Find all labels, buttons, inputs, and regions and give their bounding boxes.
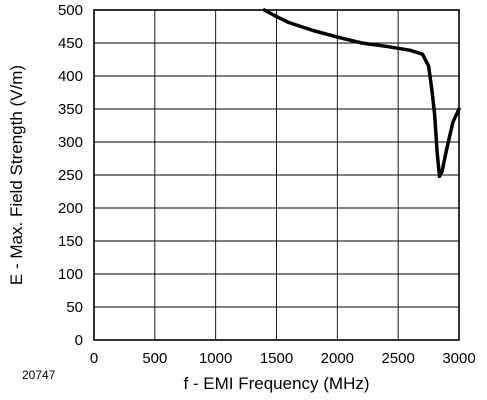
- y-tick-label: 0: [75, 332, 83, 349]
- x-tick-label: 1000: [199, 350, 232, 367]
- x-tick-label: 500: [142, 350, 167, 367]
- y-tick-label: 500: [58, 2, 83, 19]
- x-axis-label: f - EMI Frequency (MHz): [183, 374, 369, 393]
- y-tick-label: 50: [66, 299, 83, 316]
- y-axis-label: E - Max. Field Strength (V/m): [7, 65, 26, 285]
- x-tick-label: 3000: [442, 350, 475, 367]
- series-line: [262, 8, 461, 179]
- y-tick-label: 250: [58, 167, 83, 184]
- x-tick-label: 1500: [260, 350, 293, 367]
- y-tick-label: 300: [58, 134, 83, 151]
- y-tick-label: 100: [58, 266, 83, 283]
- y-tick-label: 150: [58, 233, 83, 250]
- x-tick-label: 2500: [381, 350, 414, 367]
- x-tick-label: 2000: [321, 350, 354, 367]
- y-tick-label: 450: [58, 35, 83, 52]
- figure-id: 20747: [22, 368, 56, 382]
- x-tick-labels: 0 500 1000 1500 2000 2500 3000: [90, 350, 476, 367]
- y-tick-label: 400: [58, 68, 83, 85]
- x-tick-label: 0: [90, 350, 98, 367]
- y-tick-label: 200: [58, 200, 83, 217]
- plot-frame: [93, 9, 460, 341]
- y-tick-label: 350: [58, 101, 83, 118]
- y-tick-labels: 0 50 100 150 200 250 300 350 400 450 500: [58, 2, 83, 349]
